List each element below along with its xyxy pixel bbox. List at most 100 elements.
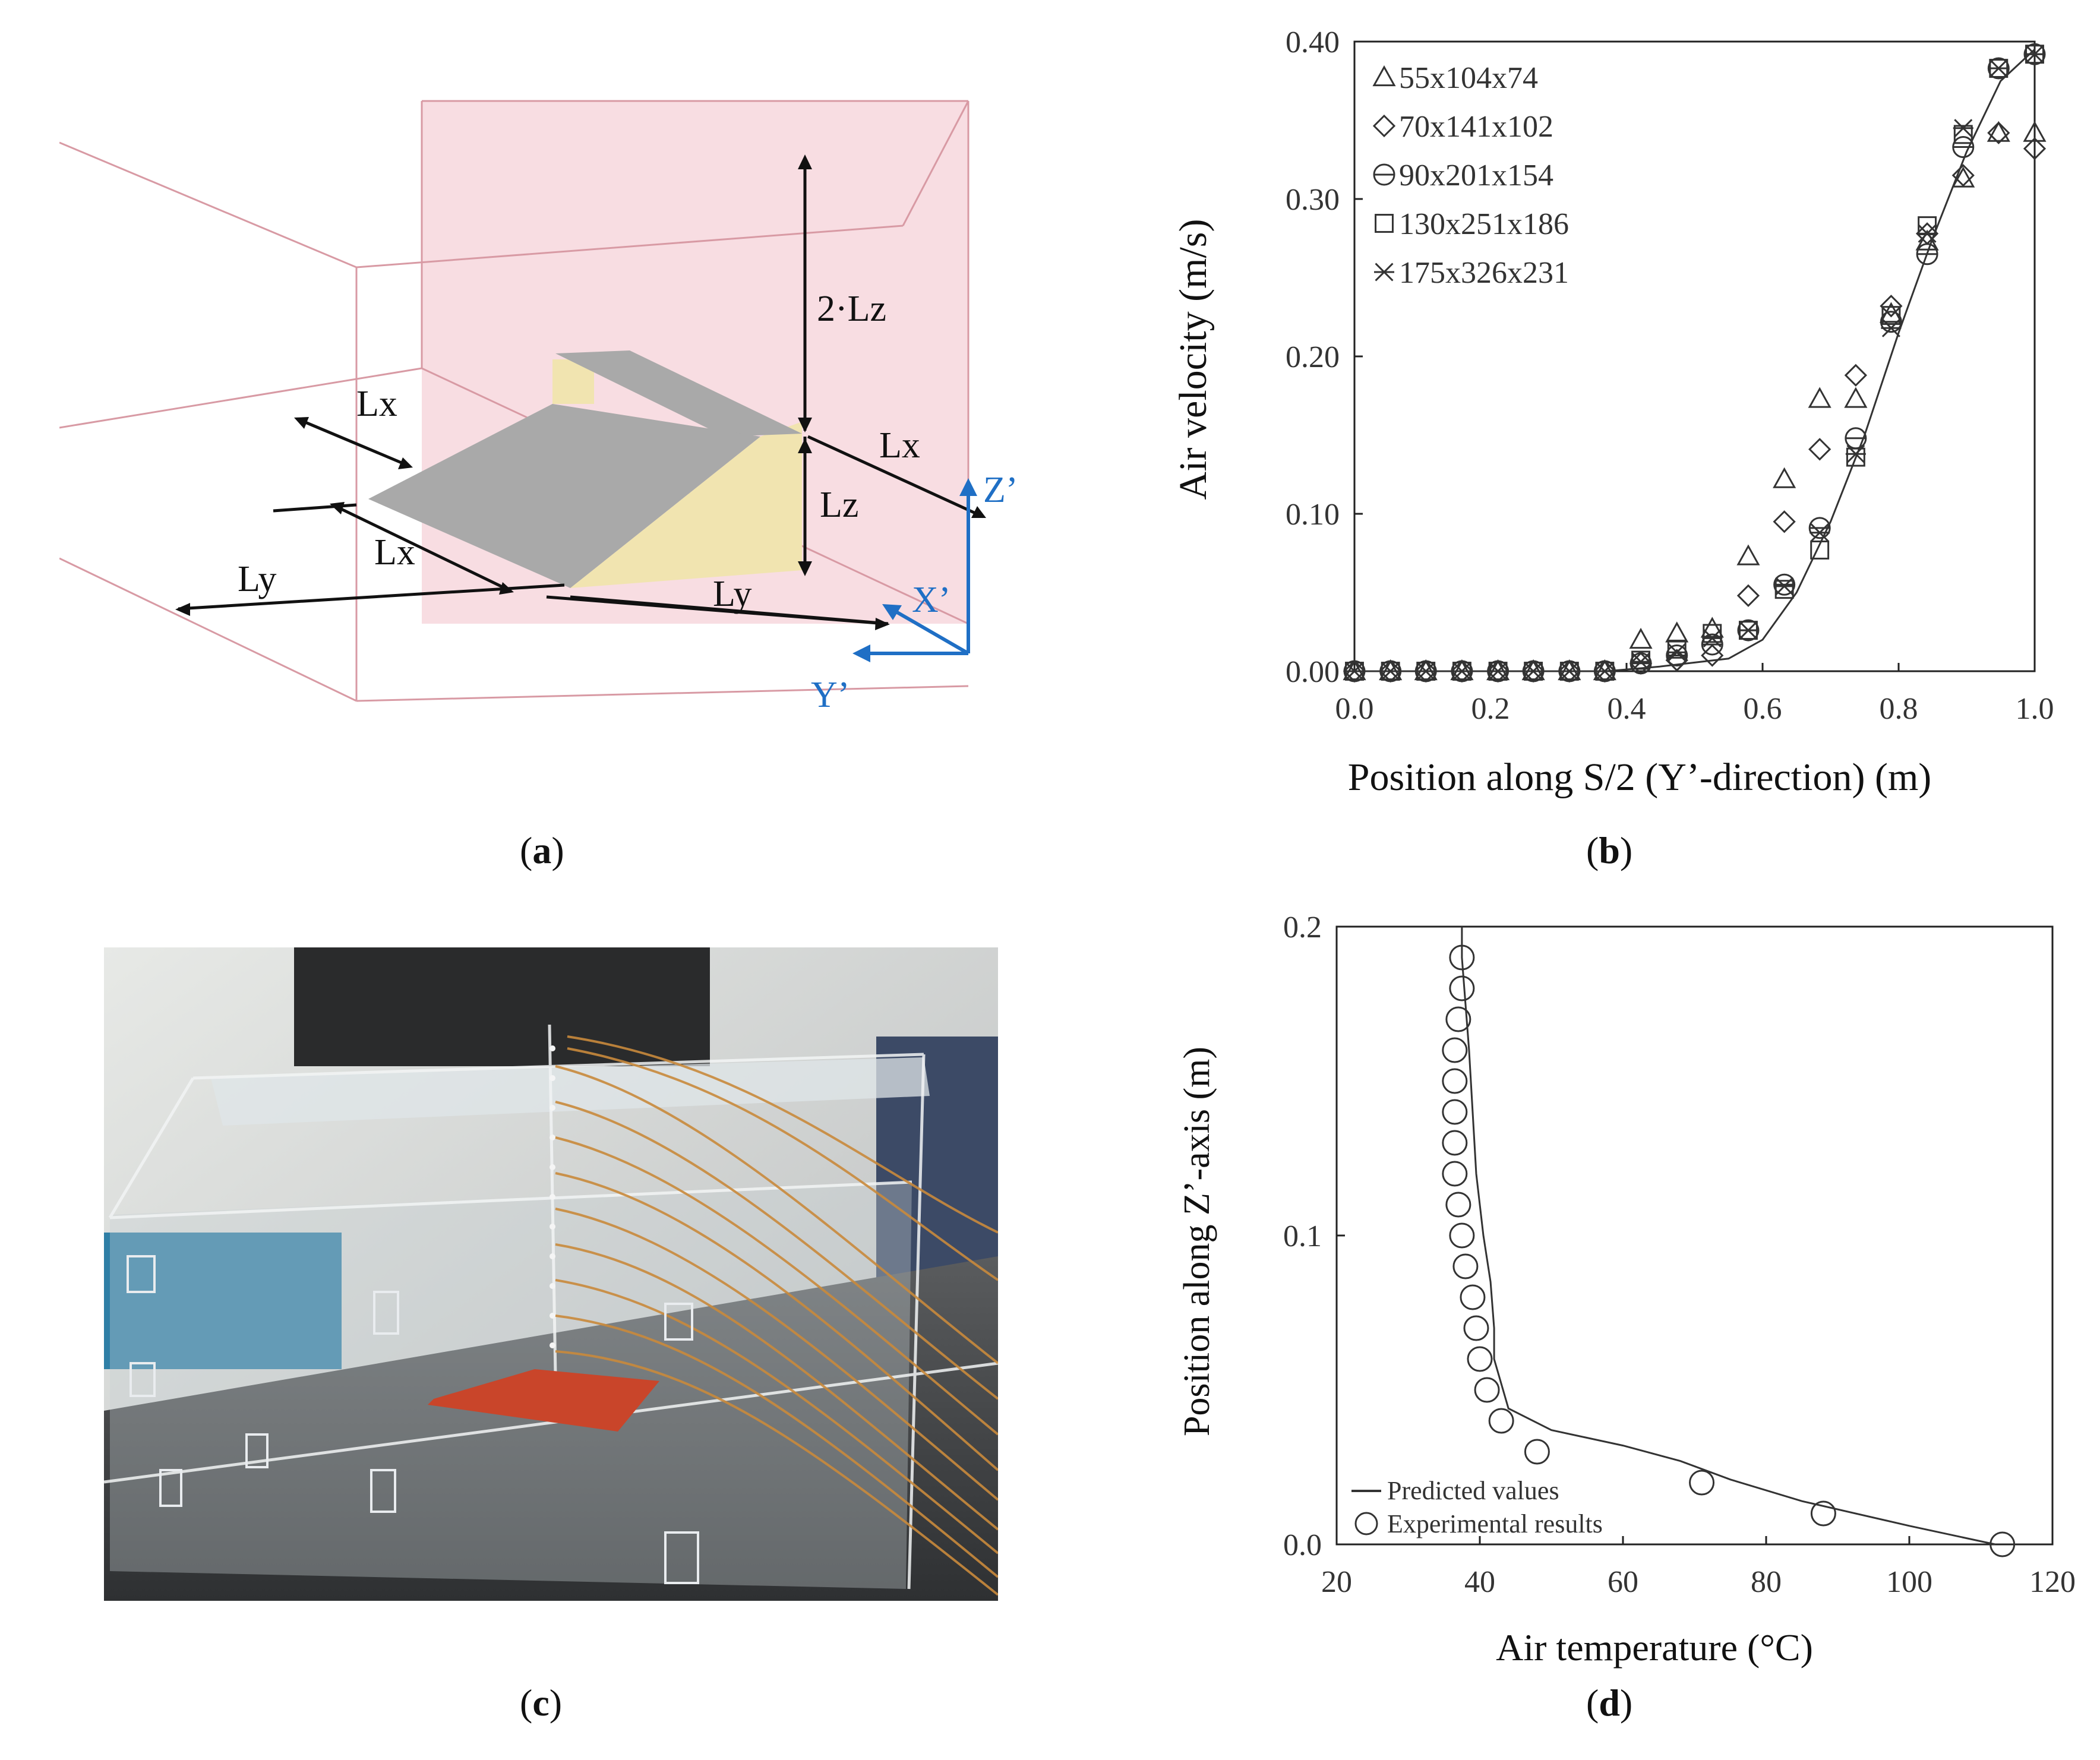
chart-d-experimental-point <box>1810 1500 1836 1527</box>
chart-b-point-asterisk <box>1881 318 1902 337</box>
chart-b-point-asterisk <box>1631 652 1651 671</box>
chart-b-point-triangle <box>1736 544 1760 565</box>
chart-b-point-triangle <box>1773 467 1796 488</box>
panel-a-diagram: 2·Lz Lz Lx Lx Lx Ly Ly Z’ X’ Y’ <box>59 100 1018 715</box>
caption-a: (a) <box>520 829 564 871</box>
chart-d-plot-frame <box>1335 925 2054 1546</box>
chart-d-experimental-point <box>1452 1253 1479 1279</box>
chart-b-point-asterisk <box>1845 444 1866 463</box>
chart-b: Air velocity (m/s) Position along S/2 (Y… <box>1171 26 2054 799</box>
chart-d-xlabel: Air temperature (°C) <box>1496 1626 1813 1669</box>
support-side <box>570 422 802 588</box>
chart-d-experimental-point <box>1449 944 1475 971</box>
chart-d-experimental-point <box>1442 1130 1468 1156</box>
chart-b-legend-marker-asterisk <box>1374 263 1394 282</box>
chart-d-experimental-point <box>1990 1531 2016 1557</box>
chart-d-experimental-point <box>1467 1346 1493 1372</box>
chart-b-point-circle <box>1808 517 1831 539</box>
chart-b-point-square <box>1774 580 1794 599</box>
chart-d-ytick-label: 0.2 <box>1283 911 1322 944</box>
chart-b-legend-label: 130x251x186 <box>1399 207 1569 241</box>
chart-b-ytick-label: 0.40 <box>1286 26 1340 59</box>
chart-d-legend-circle-marker <box>1354 1512 1378 1535</box>
caption-b: (b) <box>1586 829 1633 871</box>
label-ly-right: Ly <box>713 574 751 614</box>
chart-b-point-asterisk <box>1738 621 1758 640</box>
chart-b-point-asterisk <box>1702 628 1723 647</box>
chart-b-point-triangle <box>1915 229 1939 251</box>
chart-b-xtick-label: 0.4 <box>1608 692 1646 726</box>
label-lx-upper-left: Lx <box>356 384 397 424</box>
chart-b-point-square <box>1846 447 1865 467</box>
chart-d-experimental-point <box>1460 1284 1486 1310</box>
chart-b-point-diamond <box>1701 644 1724 667</box>
chart-d-experimental-point <box>1689 1470 1715 1496</box>
chart-b-point-square <box>1810 541 1830 560</box>
chart-b-point-diamond <box>1880 295 1903 318</box>
chart-b-point-circle <box>1773 573 1796 596</box>
chart-b-point-circle <box>1666 644 1688 666</box>
chart-b-point-asterisk <box>1594 662 1615 681</box>
chart-d-experimental-point <box>1449 975 1475 1001</box>
chart-b-point-square <box>1953 125 1973 144</box>
photo-enclosure-top <box>211 1057 930 1126</box>
caption-c: (c) <box>520 1682 563 1724</box>
chart-b-legend-marker-triangle <box>1372 65 1396 87</box>
chart-b-point-diamond <box>1665 649 1688 672</box>
chart-b-point-asterisk <box>1953 119 1973 138</box>
chart-b-legend-label: 55x104x74 <box>1399 61 1538 95</box>
axis-label-x: X’ <box>912 580 950 620</box>
chart-b-point-diamond <box>1773 510 1796 533</box>
caption-d: (d) <box>1586 1682 1633 1724</box>
chart-b-xlabel: Position along S/2 (Y’-direction) (m) <box>1348 756 1932 799</box>
photo-vent-slots <box>127 1255 699 1584</box>
chart-d-xtick-label: 100 <box>1886 1565 1932 1599</box>
panel-c-photo <box>104 947 998 1601</box>
chart-d-experimental-point <box>1442 1161 1468 1187</box>
chart-b-point-asterisk <box>2025 45 2045 64</box>
chart-d-experimental-point <box>1449 1222 1475 1249</box>
chart-b-xtick-label: 0.2 <box>1471 692 1510 726</box>
chart-b-point-diamond <box>1736 584 1760 607</box>
chart-b-legend-marker-circle <box>1373 163 1395 186</box>
photo-floor <box>104 1256 998 1601</box>
chart-d-xtick-label: 20 <box>1321 1565 1352 1599</box>
chart-b-xtick-label: 1.0 <box>2016 692 2054 726</box>
chart-b-legend-marker-square <box>1375 214 1394 233</box>
upper-plate <box>555 350 802 437</box>
chart-b-point-asterisk <box>1523 662 1544 681</box>
chart-b-point-circle <box>1952 136 1975 159</box>
chart-b-ytick-label: 0.10 <box>1286 498 1340 532</box>
chart-b-point-triangle <box>1808 387 1831 408</box>
chart-d-ylabel: Position along Z’-axis (m) <box>1177 1047 1217 1436</box>
chart-b-point-circle <box>1916 243 1938 266</box>
axis-label-y: Y’ <box>811 675 850 715</box>
chart-b-point-circle <box>1845 427 1867 450</box>
coordinate-axes <box>861 487 970 655</box>
dimension-lines <box>178 160 984 625</box>
chart-d-predicted-line <box>1461 927 1995 1546</box>
chart-b-point-diamond <box>1808 438 1831 461</box>
chart-d-experimental-point <box>1442 1037 1468 1063</box>
chart-b-xtick-label: 0.8 <box>1880 692 1918 726</box>
chart-b-point-asterisk <box>1380 662 1401 681</box>
chart-b-point-diamond <box>2023 137 2047 160</box>
photo-monitor <box>294 947 710 1066</box>
chart-d-xtick-label: 40 <box>1464 1565 1495 1599</box>
dimension-arrowheads <box>175 154 986 630</box>
chart-d: Position along Z’-axis (m) Air temperatu… <box>1177 911 2076 1669</box>
chart-b-ytick-label: 0.30 <box>1286 183 1340 217</box>
chart-d-experimental-point <box>1442 1099 1468 1125</box>
axis-arrowheads <box>852 478 977 662</box>
chart-b-point-asterisk <box>1810 523 1830 542</box>
chart-b-legend-label: 70x141x102 <box>1399 110 1553 144</box>
chart-b-point-triangle <box>1700 617 1724 638</box>
chart-d-legend-label: Experimental results <box>1387 1509 1603 1538</box>
chart-b-point-asterisk <box>1559 662 1580 681</box>
chart-b-point-asterisk <box>1774 577 1795 596</box>
chart-b-point-square <box>1631 650 1650 670</box>
label-lx-lower: Lx <box>374 532 415 573</box>
chart-b-point-asterisk <box>1488 662 1508 681</box>
chart-b-point-circle <box>1630 652 1652 675</box>
chart-b-point-diamond <box>1844 364 1867 387</box>
